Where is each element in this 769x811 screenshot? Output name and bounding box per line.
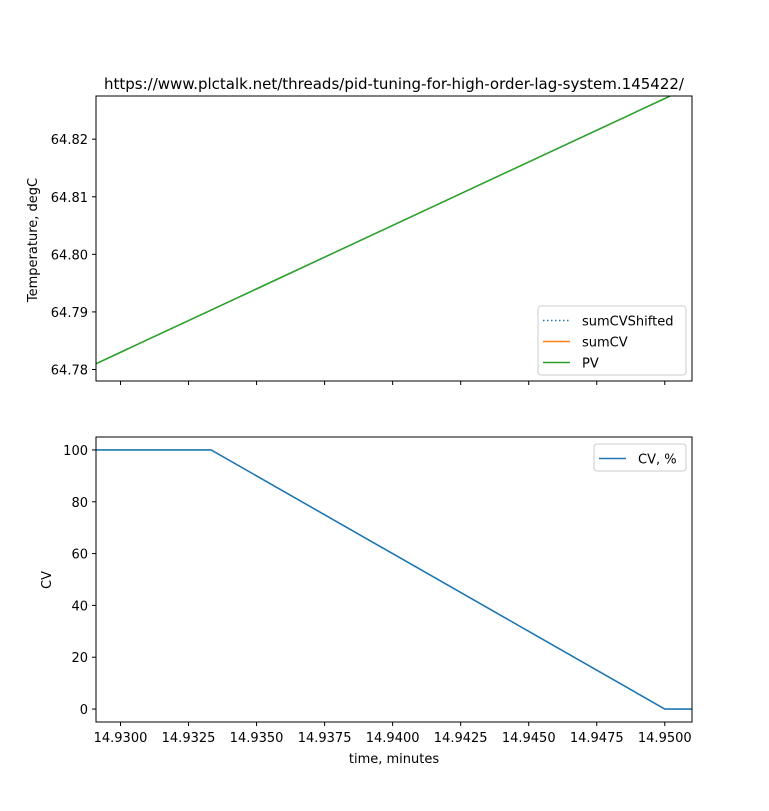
y-tick-label: 64.82 xyxy=(51,133,88,148)
y-tick-label: 64.80 xyxy=(51,248,88,263)
x-tick-label: 14.9350 xyxy=(230,731,284,746)
x-axis-label: time, minutes xyxy=(349,752,439,767)
axes-frame xyxy=(95,436,693,723)
y-tick-label: 64.79 xyxy=(51,306,88,321)
cv-chart: CV time, minutes 0 20 40 60 80 100 14.9300 14.9… xyxy=(40,436,693,767)
y-axis-label: Temperature, degC xyxy=(26,178,41,303)
x-tick-label: 14.9450 xyxy=(502,731,556,746)
y-axis-label: CV xyxy=(40,571,55,589)
legend-box xyxy=(593,443,687,472)
axis-ticks: 0 20 40 60 80 100 14.9300 14.9325 14.9350 14.9375… xyxy=(63,444,691,746)
series-line-pv xyxy=(96,96,671,365)
legend-label: CV, % xyxy=(638,453,677,468)
legend-label: PV xyxy=(582,357,599,372)
legend-box xyxy=(537,305,687,376)
legend: CV, % xyxy=(593,443,687,472)
y-tick-label: 100 xyxy=(63,444,88,459)
x-tick-label: 14.9375 xyxy=(298,731,352,746)
y-tick-label: 20 xyxy=(71,651,88,666)
legend-label: sumCV xyxy=(582,336,628,351)
y-tick-label: 0 xyxy=(80,703,88,718)
temperature-chart: https://www.plctalk.net/threads/pid-tuni… xyxy=(26,75,693,385)
y-tick-label: 60 xyxy=(71,548,88,563)
x-tick-label: 14.9475 xyxy=(570,731,624,746)
plot-area xyxy=(96,449,692,710)
x-tick-label: 14.9400 xyxy=(366,731,420,746)
legend-label: sumCVShifted xyxy=(582,315,673,330)
x-tick-label: 14.9425 xyxy=(434,731,488,746)
y-tick-label: 80 xyxy=(71,496,88,511)
plot-area xyxy=(96,96,671,365)
y-tick-label: 64.78 xyxy=(51,363,88,378)
axis-ticks: 64.78 64.79 64.80 64.81 64.82 xyxy=(51,133,666,385)
x-tick-label: 14.9300 xyxy=(94,731,148,746)
series-line-cv xyxy=(96,449,692,710)
y-tick-label: 40 xyxy=(71,599,88,614)
chart-title: https://www.plctalk.net/threads/pid-tuni… xyxy=(104,75,685,93)
x-tick-label: 14.9325 xyxy=(162,731,216,746)
axes-frame xyxy=(95,95,693,382)
y-tick-label: 64.81 xyxy=(51,191,88,206)
legend: sumCVShifted sumCV PV xyxy=(537,305,687,376)
x-tick-label: 14.9500 xyxy=(638,731,692,746)
